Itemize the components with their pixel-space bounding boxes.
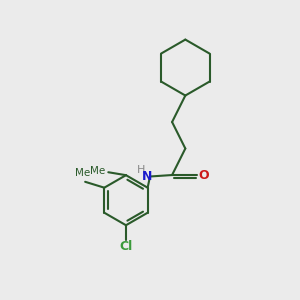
Text: H: H	[136, 165, 145, 175]
Text: Me: Me	[75, 168, 90, 178]
Text: N: N	[142, 170, 152, 183]
Text: O: O	[198, 169, 209, 182]
Text: Cl: Cl	[119, 240, 133, 253]
Text: Me: Me	[89, 166, 105, 176]
